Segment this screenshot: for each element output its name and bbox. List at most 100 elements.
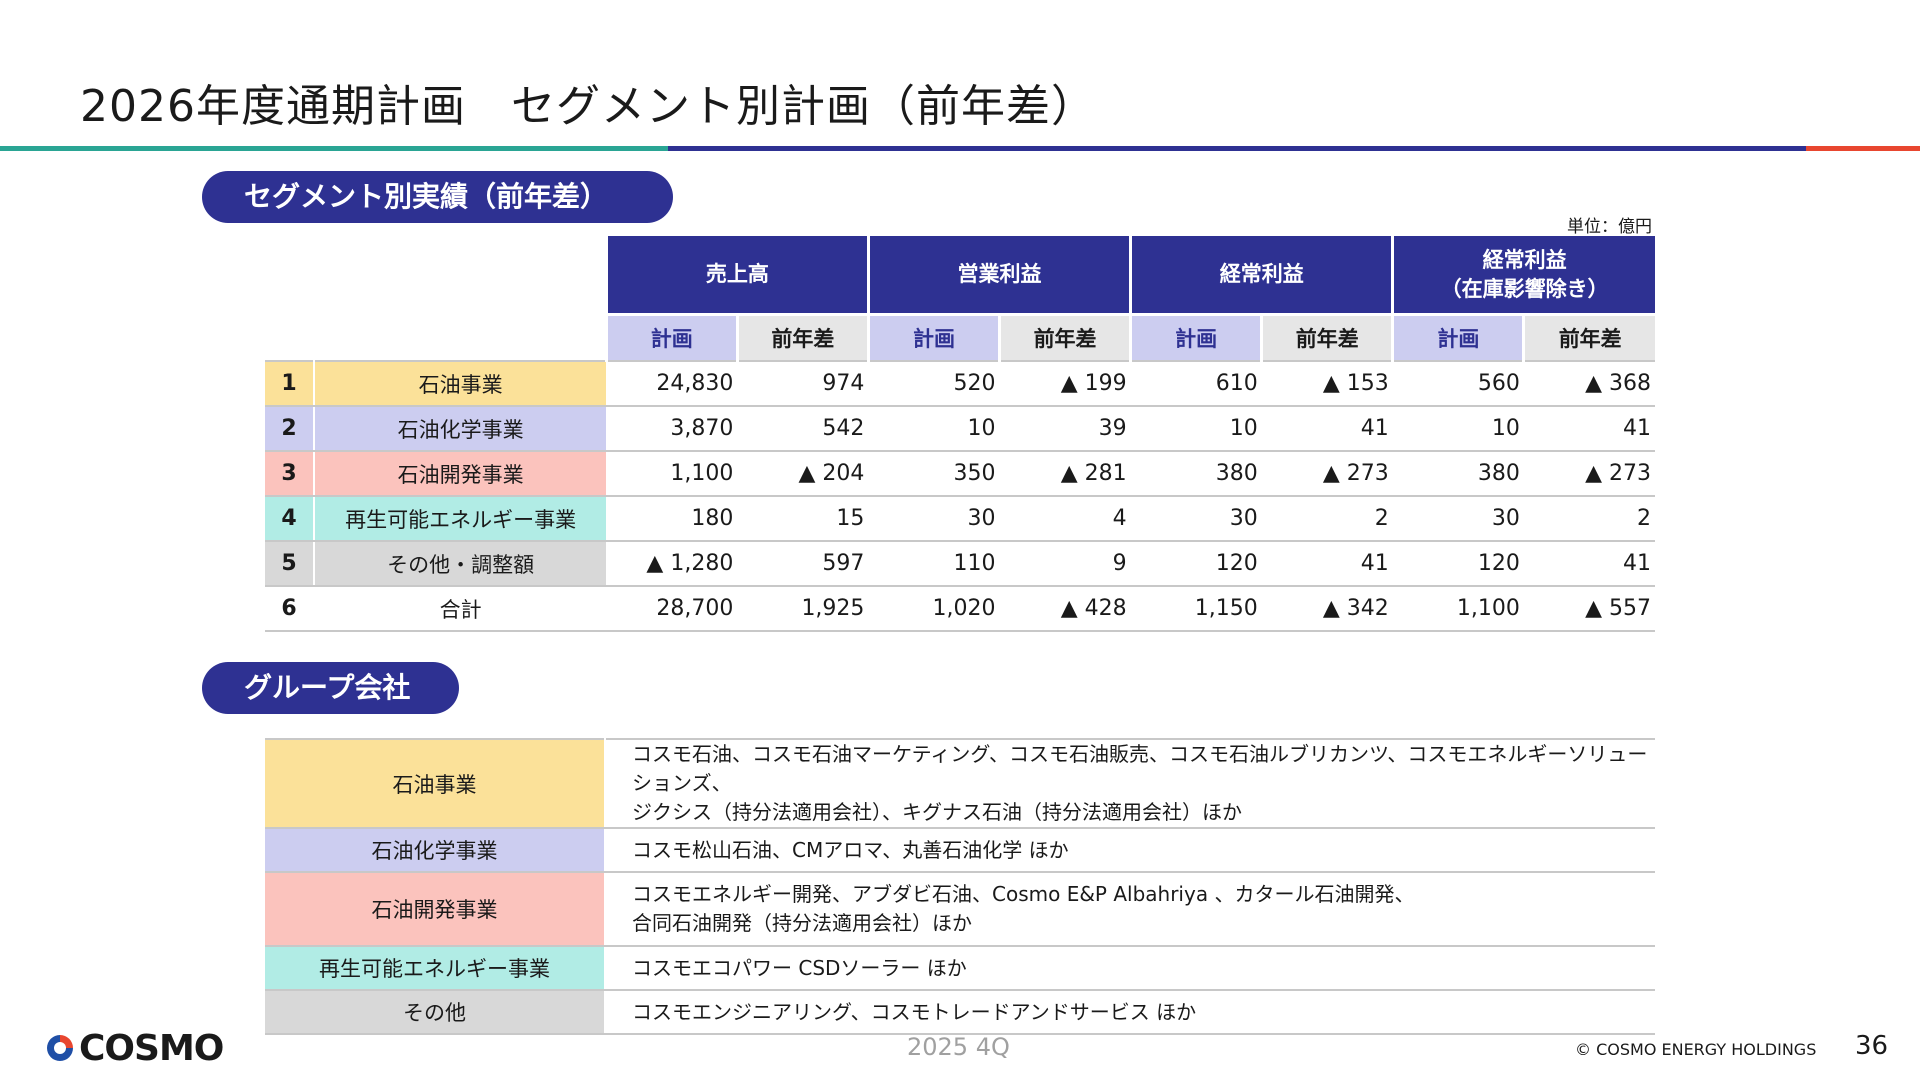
subheader-blank bbox=[265, 314, 607, 361]
segment-row-number: 2 bbox=[265, 406, 316, 452]
underline-teal bbox=[0, 146, 668, 151]
diff-value: ▲ 273 bbox=[1523, 451, 1655, 497]
plan-value: 10 bbox=[1130, 406, 1262, 452]
footer-copyright: © COSMO ENERGY HOLDINGS bbox=[1575, 1040, 1817, 1059]
segment-row: 3 石油開発事業 1,100 ▲ 204 350 ▲ 281 380 ▲ 273 380 ▲ 27… bbox=[265, 451, 1655, 497]
diff-value: ▲ 273 bbox=[1261, 451, 1393, 497]
diff-value: ▲ 153 bbox=[1261, 360, 1393, 407]
plan-value: 1,150 bbox=[1130, 586, 1262, 632]
group-companies-line: 合同石油開発（持分法適用会社）ほか bbox=[632, 911, 972, 935]
diff-value: ▲ 368 bbox=[1523, 360, 1655, 407]
plan-value: 610 bbox=[1130, 360, 1262, 407]
plan-value: 28,700 bbox=[606, 586, 738, 632]
segment-row-number: 6 bbox=[265, 586, 316, 632]
group-companies: コスモ松山石油、CMアロマ、丸善石油化学 ほか bbox=[605, 828, 1655, 873]
diff-value: 974 bbox=[737, 360, 869, 407]
plan-value: 1,020 bbox=[868, 586, 1000, 632]
group-companies-line: コスモエコパワー CSDソーラー ほか bbox=[632, 955, 967, 980]
header-sales: 売上高 bbox=[604, 236, 869, 315]
diff-value: ▲ 281 bbox=[999, 451, 1131, 497]
plan-value: 30 bbox=[868, 496, 1000, 542]
subheader-plan: 計画 bbox=[1129, 313, 1262, 361]
diff-value: ▲ 204 bbox=[737, 451, 869, 497]
diff-value: 2 bbox=[1261, 496, 1393, 542]
plan-value: 380 bbox=[1392, 451, 1524, 497]
group-companies-line: コスモエネルギー開発、アブダビ石油、Cosmo E&P Albahriya 、カ… bbox=[632, 882, 1415, 906]
plan-value: 1,100 bbox=[1392, 586, 1524, 632]
subheader-plan: 計画 bbox=[1391, 313, 1524, 361]
segment-row: 5 その他・調整額 ▲ 1,280 597 110 9 120 41 120 41 bbox=[265, 541, 1655, 587]
segment-row: 6 合計 28,700 1,925 1,020 ▲ 428 1,150 ▲ 342 1,100 ▲… bbox=[265, 586, 1655, 632]
segment-row-number: 5 bbox=[265, 541, 316, 587]
diff-value: 39 bbox=[999, 406, 1131, 452]
section-label-group: グループ会社 bbox=[202, 662, 459, 714]
plan-value: 350 bbox=[868, 451, 1000, 497]
underline-navy bbox=[668, 146, 1806, 151]
cosmo-logo-text: COSMO bbox=[79, 1027, 224, 1069]
group-companies-line: コスモ石油、コスモ石油マーケティング、コスモ石油販売、コスモ石油ルブリカンツ、コ… bbox=[632, 742, 1648, 795]
plan-value: 1,100 bbox=[606, 451, 738, 497]
plan-value: 110 bbox=[868, 541, 1000, 587]
group-row: 石油化学事業 コスモ松山石油、CMアロマ、丸善石油化学 ほか bbox=[265, 828, 1655, 873]
subheader-diff: 前年差 bbox=[1260, 313, 1393, 361]
group-companies: コスモエネルギー開発、アブダビ石油、Cosmo E&P Albahriya 、カ… bbox=[605, 872, 1655, 947]
segment-row-number: 1 bbox=[265, 360, 316, 407]
group-segment-name: 石油事業 bbox=[265, 738, 606, 829]
group-companies-table: 石油事業 コスモ石油、コスモ石油マーケティング、コスモ石油販売、コスモ石油ルブリカ… bbox=[265, 738, 1655, 1035]
title-underline bbox=[0, 146, 1920, 151]
segment-name: 石油化学事業 bbox=[314, 406, 607, 452]
page-number: 36 bbox=[1855, 1031, 1889, 1061]
diff-value: ▲ 557 bbox=[1523, 586, 1655, 632]
subheader-diff: 前年差 bbox=[735, 313, 869, 361]
segment-row: 1 石油事業 24,830 974 520 ▲ 199 610 ▲ 153 560 ▲ 368 bbox=[265, 360, 1655, 407]
cosmo-logo: COSMO bbox=[45, 1027, 224, 1069]
diff-value: 2 bbox=[1523, 496, 1655, 542]
group-segment-name: その他 bbox=[265, 990, 606, 1035]
footer-period: 2025 4Q bbox=[907, 1033, 1010, 1061]
diff-value: 41 bbox=[1261, 541, 1393, 587]
diff-value: 9 bbox=[999, 541, 1131, 587]
plan-value: 380 bbox=[1130, 451, 1262, 497]
plan-value: 10 bbox=[868, 406, 1000, 452]
plan-value: 24,830 bbox=[606, 360, 738, 407]
group-segment-name: 再生可能エネルギー事業 bbox=[265, 946, 606, 991]
diff-value: 15 bbox=[737, 496, 869, 542]
group-companies-line: ジクシス（持分法適用会社）、キグナス石油（持分法適用会社）ほか bbox=[632, 800, 1242, 824]
plan-value: 520 bbox=[868, 360, 1000, 407]
group-companies: コスモエンジニアリング、コスモトレードアンドサービス ほか bbox=[605, 990, 1655, 1035]
unit-label: 単位：億円 bbox=[1567, 217, 1652, 237]
group-segment-name: 石油化学事業 bbox=[265, 828, 606, 873]
segment-name: 合計 bbox=[314, 586, 607, 632]
segment-name: 再生可能エネルギー事業 bbox=[314, 496, 607, 542]
segment-row: 4 再生可能エネルギー事業 180 15 30 4 30 2 30 2 bbox=[265, 496, 1655, 542]
section-label-segment: セグメント別実績（前年差） bbox=[202, 171, 673, 223]
subheader-diff: 前年差 bbox=[998, 313, 1131, 361]
group-row: 石油事業 コスモ石油、コスモ石油マーケティング、コスモ石油販売、コスモ石油ルブリカ… bbox=[265, 738, 1655, 829]
diff-value: 597 bbox=[737, 541, 869, 587]
segment-name: 石油事業 bbox=[314, 360, 607, 407]
group-companies-line: コスモ松山石油、CMアロマ、丸善石油化学 ほか bbox=[632, 837, 1069, 862]
group-companies-line: コスモエンジニアリング、コスモトレードアンドサービス ほか bbox=[632, 999, 1197, 1024]
underline-red bbox=[1806, 146, 1920, 151]
header-ordinary-income: 経常利益 bbox=[1129, 236, 1393, 315]
diff-value: 41 bbox=[1261, 406, 1393, 452]
segment-row-number: 3 bbox=[265, 451, 316, 497]
group-segment-name: 石油開発事業 bbox=[265, 872, 606, 947]
group-row: 石油開発事業 コスモエネルギー開発、アブダビ石油、Cosmo E&P Albahr… bbox=[265, 872, 1655, 947]
plan-value: 30 bbox=[1130, 496, 1262, 542]
diff-value: 542 bbox=[737, 406, 869, 452]
plan-value: 120 bbox=[1392, 541, 1524, 587]
plan-value: 10 bbox=[1392, 406, 1524, 452]
subheader-diff: 前年差 bbox=[1522, 313, 1655, 361]
page-title: 2026年度通期計画 セグメント別計画（前年差） bbox=[80, 81, 1096, 132]
segment-row-number: 4 bbox=[265, 496, 316, 542]
group-row: その他 コスモエンジニアリング、コスモトレードアンドサービス ほか bbox=[265, 990, 1655, 1035]
segment-name: その他・調整額 bbox=[314, 541, 607, 587]
header-ordinary-income-ex-inventory: 経常利益 （在庫影響除き） bbox=[1391, 236, 1655, 315]
diff-value: 4 bbox=[999, 496, 1131, 542]
diff-value: 41 bbox=[1523, 406, 1655, 452]
plan-value: 120 bbox=[1130, 541, 1262, 587]
plan-value: ▲ 1,280 bbox=[606, 541, 738, 587]
plan-value: 180 bbox=[606, 496, 738, 542]
header-operating-income: 営業利益 bbox=[866, 236, 1131, 315]
